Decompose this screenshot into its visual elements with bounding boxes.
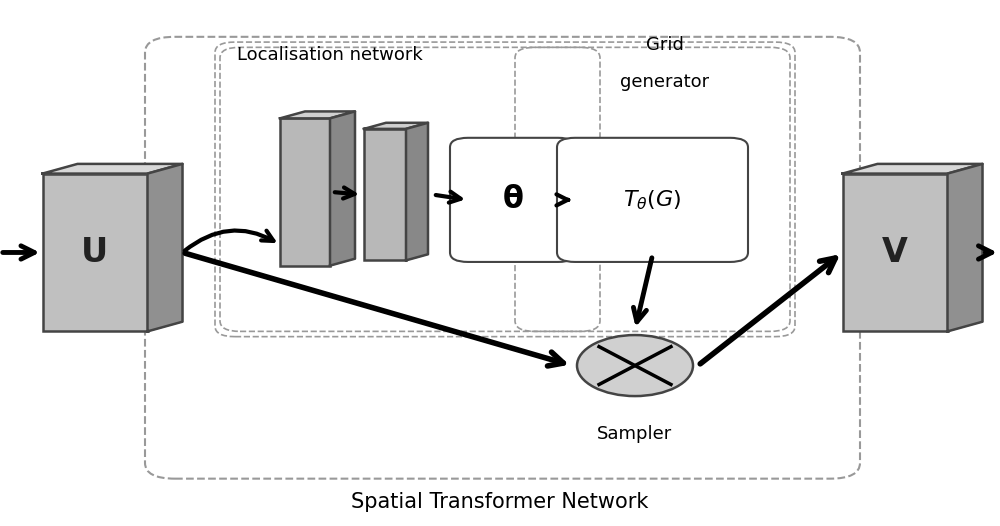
Bar bbox=[842, 174, 948, 331]
Text: Sampler: Sampler bbox=[597, 425, 673, 443]
Text: Spatial Transformer Network: Spatial Transformer Network bbox=[351, 492, 649, 512]
Polygon shape bbox=[948, 164, 982, 331]
Polygon shape bbox=[148, 164, 182, 331]
FancyBboxPatch shape bbox=[450, 138, 576, 262]
Text: $T_\theta(G)$: $T_\theta(G)$ bbox=[623, 188, 682, 211]
Polygon shape bbox=[42, 164, 182, 174]
Text: generator: generator bbox=[620, 73, 710, 90]
Text: θ: θ bbox=[503, 185, 523, 215]
Polygon shape bbox=[280, 112, 355, 118]
Polygon shape bbox=[406, 123, 428, 260]
Circle shape bbox=[577, 335, 693, 396]
Polygon shape bbox=[330, 112, 355, 266]
Bar bbox=[364, 129, 406, 260]
FancyBboxPatch shape bbox=[557, 138, 748, 262]
Polygon shape bbox=[842, 164, 982, 174]
Text: U: U bbox=[81, 236, 109, 269]
Text: Localisation network: Localisation network bbox=[237, 46, 423, 64]
Text: V: V bbox=[882, 236, 908, 269]
Bar bbox=[280, 118, 330, 266]
Polygon shape bbox=[364, 123, 428, 129]
Text: Grid: Grid bbox=[646, 36, 684, 54]
Bar bbox=[42, 174, 148, 331]
